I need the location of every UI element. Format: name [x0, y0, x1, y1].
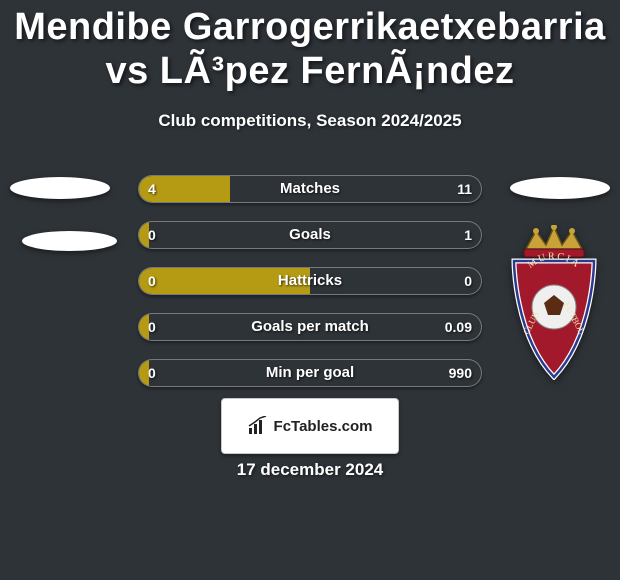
stat-bar-track: [138, 359, 482, 387]
season-subtitle: Club competitions, Season 2024/2025: [0, 111, 620, 131]
stat-row: 01Goals: [138, 221, 482, 249]
stat-row: 411Matches: [138, 175, 482, 203]
source-text: FcTables.com: [274, 418, 373, 435]
stat-bar-track: [138, 313, 482, 341]
player-left-avatar: [10, 177, 110, 199]
bar-chart-icon: [248, 416, 268, 436]
stat-row: 00.09Goals per match: [138, 313, 482, 341]
source-badge: FcTables.com: [221, 398, 399, 454]
club-left-avatar: [22, 231, 117, 251]
stat-bar-track: [138, 175, 482, 203]
stat-bar-left-fill: [139, 360, 149, 386]
stat-bar-left-fill: [139, 314, 149, 340]
player-right-avatar: [510, 177, 610, 199]
shield-icon: MURCIA CLUB FUTBOL: [514, 251, 594, 377]
stat-bar-left-fill: [139, 222, 149, 248]
stat-row: 0990Min per goal: [138, 359, 482, 387]
comparison-title: Mendibe Garrogerrikaetxebarria vs LÃ³pez…: [0, 0, 620, 93]
stat-row: 00Hattricks: [138, 267, 482, 295]
stat-bar-track: [138, 267, 482, 295]
club-right-badge: MURCIA CLUB FUTBOL: [506, 225, 602, 380]
generated-date: 17 december 2024: [0, 460, 620, 480]
stat-bar-left-fill: [139, 268, 310, 294]
stat-bars-container: 411Matches 01Goals 00Hattricks 00.09Goals p…: [138, 175, 482, 405]
stat-bar-track: [138, 221, 482, 249]
stat-bar-left-fill: [139, 176, 230, 202]
